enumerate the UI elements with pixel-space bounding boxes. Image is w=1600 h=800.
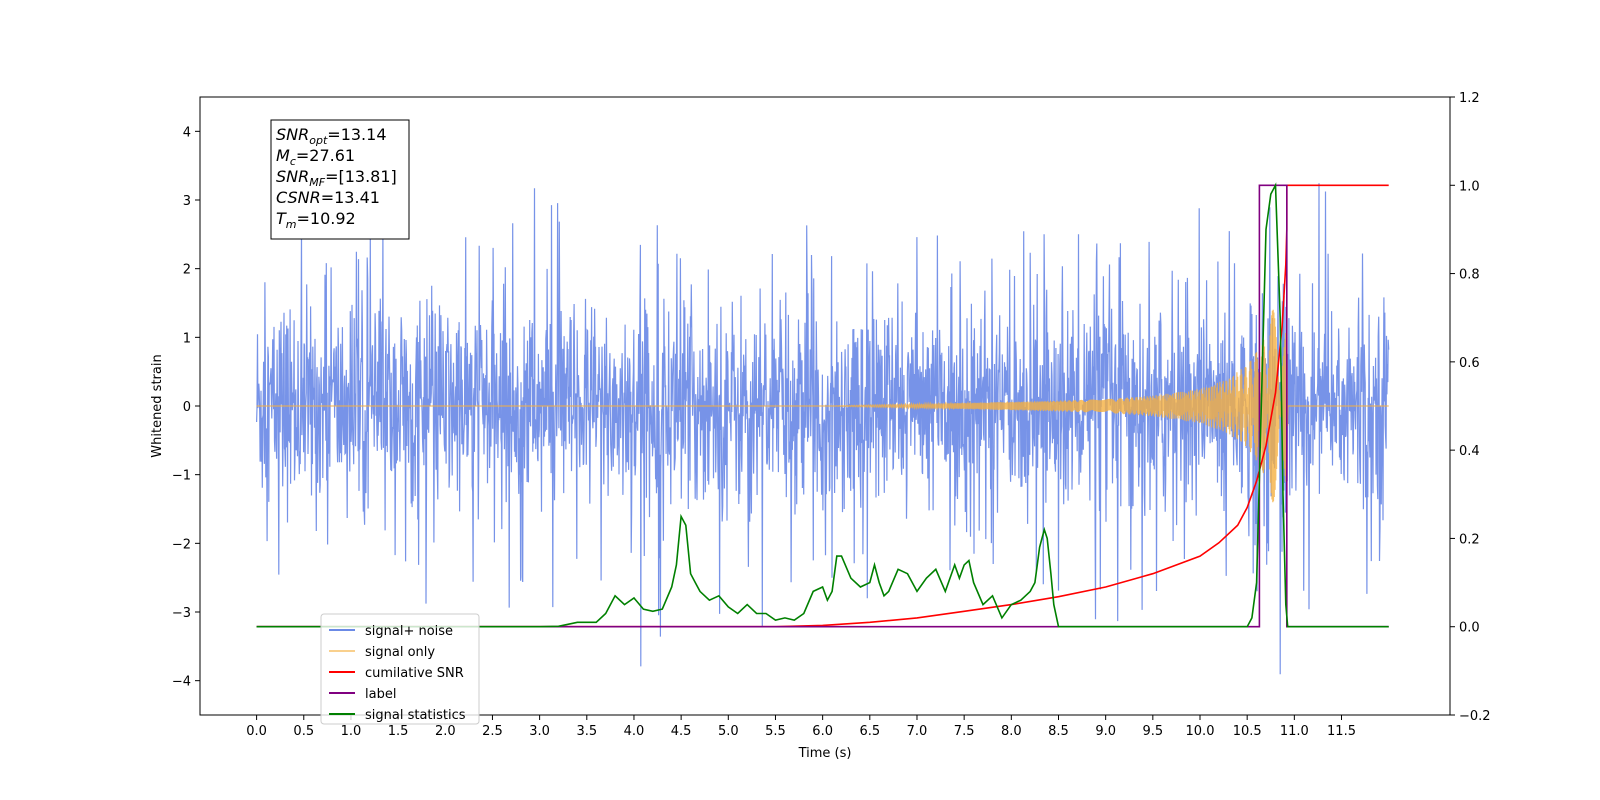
series-signal-only — [256, 309, 1389, 503]
legend-cumulative-snr: cumilative SNR — [329, 666, 464, 681]
x-axis-label: Time (s) — [798, 746, 852, 761]
y-tick-label: 3 — [183, 194, 191, 209]
annotation-line: CSNR=13.41 — [276, 188, 380, 207]
x-tick-label: 7.0 — [907, 724, 928, 739]
legend-signal-statistics: signal statistics — [329, 708, 466, 723]
series-signal-noise — [256, 183, 1390, 675]
y2-tick-label: 0.6 — [1459, 356, 1480, 371]
x-tick-label: 6.0 — [812, 724, 833, 739]
y-axis-right: 1.2 1.0 0.8 0.6 0.4 0.2 0.0 −0.2 — [1450, 91, 1491, 724]
x-tick-label: 11.0 — [1280, 724, 1309, 739]
x-tick-label: 9.5 — [1142, 724, 1163, 739]
series-signal-statistics — [256, 182, 1389, 628]
x-tick-label: 6.5 — [859, 724, 880, 739]
legend-entry-label: cumilative SNR — [365, 666, 464, 681]
x-tick-label: 10.0 — [1186, 724, 1215, 739]
x-tick-label: 3.0 — [529, 724, 550, 739]
annotation-line: SNRMF=[13.81] — [276, 167, 397, 189]
x-axis: 0.0 0.5 1.0 1.5 2.0 2.5 3.0 3.5 4.0 4.5 5.0 5.5 6.0 6… — [246, 715, 1356, 739]
annotation-line: Mc=27.61 — [276, 146, 355, 168]
y2-tick-label: 0.8 — [1459, 268, 1480, 283]
y-axis-label: Whitened strain — [150, 354, 165, 457]
x-tick-label: 11.5 — [1327, 724, 1356, 739]
x-tick-label: 3.5 — [576, 724, 597, 739]
x-tick-label: 2.5 — [482, 724, 503, 739]
x-tick-label: 4.5 — [671, 724, 692, 739]
x-tick-label: 8.0 — [1001, 724, 1022, 739]
y-tick-label: −4 — [172, 675, 191, 690]
y-tick-label: 1 — [183, 331, 191, 346]
x-tick-label: 5.5 — [765, 724, 786, 739]
legend-entry-label: label — [365, 687, 396, 702]
x-tick-label: 0.0 — [246, 724, 267, 739]
annotation-frame — [270, 119, 410, 240]
legend-frame — [320, 613, 480, 725]
y2-tick-label: 1.0 — [1459, 179, 1480, 194]
x-tick-label: 0.5 — [293, 724, 314, 739]
y-tick-label: −1 — [172, 469, 191, 484]
x-tick-label: 10.5 — [1233, 724, 1262, 739]
annotation-line: Tm=10.92 — [276, 209, 356, 231]
x-tick-label: 2.0 — [435, 724, 456, 739]
annotation-line: SNRopt=13.14 — [276, 125, 387, 147]
legend-entry-label: signal statistics — [365, 708, 466, 723]
y-tick-label: 2 — [183, 263, 191, 278]
y2-tick-label: 0.0 — [1459, 621, 1480, 636]
y2-tick-label: 1.2 — [1459, 91, 1480, 106]
y2-tick-label: 0.2 — [1459, 532, 1480, 547]
y-tick-label: 4 — [183, 125, 191, 140]
x-tick-label: 5.0 — [718, 724, 739, 739]
y-axis-left: 4 3 2 1 0 −1 −2 −3 −4 — [172, 125, 200, 690]
legend-label: label — [329, 687, 396, 702]
y-tick-label: −3 — [172, 606, 191, 621]
x-tick-label: 8.5 — [1048, 724, 1069, 739]
x-tick-label: 9.0 — [1095, 724, 1116, 739]
legend-entry-label: signal+ noise — [365, 624, 453, 639]
annotation-box: SNRopt=13.14Mc=27.61SNRMF=[13.81]CSNR=13… — [270, 119, 410, 240]
x-tick-label: 4.0 — [624, 724, 645, 739]
y2-tick-label: −0.2 — [1459, 709, 1491, 724]
y-tick-label: −2 — [172, 537, 191, 552]
y2-tick-label: 0.4 — [1459, 444, 1480, 459]
legend-signal-only: signal only — [329, 645, 435, 660]
plot-area — [256, 182, 1390, 675]
legend-signal-noise: signal+ noise — [329, 624, 453, 639]
legend: signal+ noise signal only cumilative SNR la… — [320, 613, 480, 725]
y-tick-label: 0 — [183, 400, 191, 415]
x-tick-label: 1.0 — [341, 724, 362, 739]
x-tick-label: 7.5 — [954, 724, 975, 739]
x-tick-label: 1.5 — [388, 724, 409, 739]
legend-entry-label: signal only — [365, 645, 435, 660]
